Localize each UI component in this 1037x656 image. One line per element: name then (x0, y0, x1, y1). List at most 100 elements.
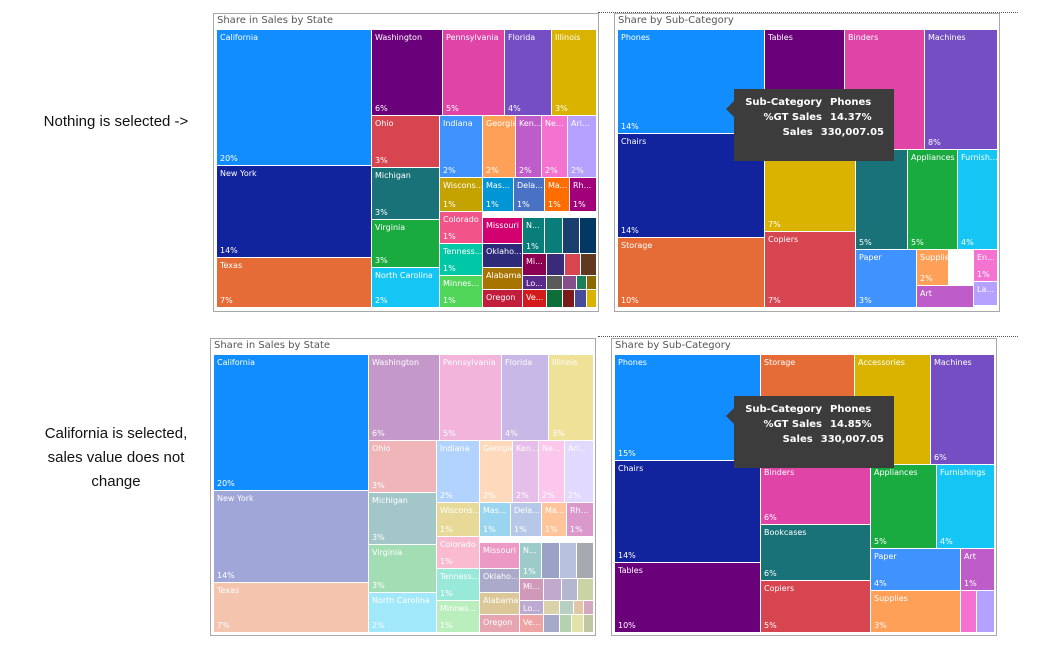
treemap-tile[interactable]: New York 14% (214, 491, 369, 583)
subcategory-treemap-panel-selected[interactable]: Share by Sub-Category Phones 15% Chairs 14%… (611, 338, 997, 636)
treemap-tile-small[interactable] (577, 543, 594, 579)
treemap-tile[interactable]: Ohio 3% (372, 116, 440, 168)
treemap-tile-small[interactable] (580, 218, 597, 254)
treemap-tile[interactable]: Tables 10% (615, 563, 761, 633)
treemap-tile[interactable]: La... (974, 282, 998, 306)
treemap-tile[interactable]: Appliances 5% (908, 150, 958, 250)
treemap-tile[interactable]: Chairs 14% (615, 461, 761, 563)
treemap-tile-small[interactable] (578, 579, 594, 601)
treemap-tile[interactable]: Oklaho... (483, 244, 523, 268)
treemap-tile[interactable]: En... 1% (974, 250, 998, 282)
treemap-tile-small[interactable] (544, 601, 560, 615)
treemap-tile[interactable]: Copiers 7% (765, 232, 856, 308)
treemap-tile-small[interactable] (544, 579, 562, 601)
treemap-tile[interactable]: California 20% (217, 30, 372, 166)
treemap-tile[interactable]: Alabama (483, 268, 523, 290)
treemap-tile[interactable]: Furnish... 4% (958, 150, 998, 250)
treemap-tile[interactable]: Appliances 5% (871, 465, 937, 549)
treemap-tile[interactable]: Binders 6% (761, 465, 871, 525)
treemap-tile[interactable]: Florida 4% (502, 355, 549, 441)
treemap-tile[interactable]: Colorado 1% (437, 537, 480, 569)
treemap-tile[interactable]: North Carolina 2% (369, 593, 437, 633)
treemap-tile[interactable]: Virginia 3% (369, 545, 437, 593)
treemap-tile[interactable]: Washington 6% (372, 30, 443, 116)
treemap-tile[interactable]: Georgia 2% (480, 441, 513, 503)
treemap-tile[interactable]: Colorado 1% (440, 212, 483, 244)
treemap-tile-small[interactable] (575, 290, 587, 308)
treemap-tile[interactable]: Lo... (523, 276, 547, 290)
treemap-tile[interactable]: Oregon (480, 615, 520, 633)
treemap-tile-small[interactable] (560, 615, 572, 633)
treemap-tile[interactable]: California 20% (214, 355, 369, 491)
treemap-tile[interactable]: Rh... 1% (570, 178, 597, 212)
treemap-tile[interactable]: Minnes... 1% (437, 601, 480, 633)
subcategory-treemap-panel[interactable]: Share by Sub-Category Phones 14% Chairs 14%… (614, 13, 1000, 312)
treemap-tile-small[interactable] (547, 290, 563, 308)
treemap-tile[interactable]: Storage 10% (618, 238, 765, 308)
treemap-tile[interactable]: Georgia 2% (483, 116, 516, 178)
treemap-tile[interactable]: Pennsylvania 5% (440, 355, 502, 441)
treemap-tile[interactable]: Mi... (520, 579, 544, 601)
treemap-tile-small[interactable] (572, 615, 584, 633)
treemap-tile[interactable]: Supplies 2% (917, 250, 949, 286)
treemap-tile[interactable]: Ken... 2% (513, 441, 539, 503)
treemap-tile[interactable]: Ohio 3% (369, 441, 437, 493)
treemap-tile[interactable]: Dela... 1% (511, 503, 542, 537)
treemap-tile[interactable]: Ma... 1% (542, 503, 567, 537)
treemap-tile-small[interactable] (577, 276, 587, 290)
treemap-tile[interactable]: Indiana 2% (437, 441, 480, 503)
treemap-tile[interactable]: Illinois 3% (552, 30, 597, 116)
treemap-tile[interactable]: Tenness... 1% (440, 244, 483, 276)
treemap-tile[interactable]: Michigan 3% (369, 493, 437, 545)
treemap-tile[interactable]: Paper 3% (856, 250, 917, 308)
treemap-tile[interactable]: Machines 8% (925, 30, 998, 150)
treemap-tile-small[interactable] (560, 543, 577, 579)
treemap-tile[interactable]: Art (917, 286, 974, 308)
treemap-tile[interactable]: New York 14% (217, 166, 372, 258)
treemap-tile[interactable]: Rh... 1% (567, 503, 594, 537)
treemap-tile[interactable]: N... 1% (523, 218, 545, 254)
treemap-tile[interactable]: Ve... (523, 290, 547, 308)
treemap-tile[interactable]: Michigan 3% (372, 168, 440, 220)
treemap-tile-small[interactable] (547, 254, 565, 276)
treemap-tile[interactable]: Pennsylvania 5% (443, 30, 505, 116)
treemap-tile-small[interactable] (587, 276, 597, 290)
treemap-tile[interactable]: Illinois 3% (549, 355, 594, 441)
treemap-tile[interactable]: Furnishings 4% (937, 465, 995, 549)
treemap-tile[interactable] (977, 591, 995, 633)
treemap-tile-small[interactable] (545, 218, 563, 254)
treemap-tile-small[interactable] (563, 276, 577, 290)
treemap-tile[interactable]: Dela... 1% (514, 178, 545, 212)
treemap-tile[interactable]: Paper 4% (871, 549, 961, 591)
treemap-tile[interactable]: Ve... (520, 615, 544, 633)
state-treemap-panel[interactable]: Share in Sales by State California 20% New… (213, 13, 599, 312)
treemap-tile-small[interactable] (581, 254, 597, 276)
treemap-tile[interactable]: Mas... 1% (480, 503, 511, 537)
treemap-tile[interactable]: North Carolina 2% (372, 268, 440, 308)
treemap-tile-small[interactable] (542, 543, 560, 579)
treemap-tile-small[interactable] (544, 615, 560, 633)
treemap-tile-small[interactable] (560, 601, 574, 615)
treemap-tile[interactable]: Oregon (483, 290, 523, 308)
state-treemap-panel-selected[interactable]: Share in Sales by State California 20% New… (210, 338, 596, 636)
treemap-tile[interactable]: Virginia 3% (372, 220, 440, 268)
treemap-tile[interactable]: Ma... 1% (545, 178, 570, 212)
treemap-tile-small[interactable] (562, 579, 578, 601)
treemap-tile[interactable]: Oklaho... (480, 569, 520, 593)
treemap-tile[interactable]: 5% (856, 150, 908, 250)
treemap-tile[interactable]: Ne... 2% (542, 116, 568, 178)
treemap-tile[interactable]: Missouri (483, 218, 523, 244)
treemap-tile-small[interactable] (563, 218, 580, 254)
treemap-tile[interactable]: Minnes... 1% (440, 276, 483, 308)
treemap-tile-small[interactable] (574, 601, 584, 615)
treemap-tile[interactable]: Florida 4% (505, 30, 552, 116)
treemap-tile[interactable]: Alabama (480, 593, 520, 615)
treemap-tile[interactable]: Ari... 2% (565, 441, 594, 503)
treemap-tile[interactable]: Texas 7% (214, 583, 369, 633)
treemap-tile[interactable]: Art 1% (961, 549, 995, 591)
treemap-tile[interactable]: Ken... 2% (516, 116, 542, 178)
treemap-tile[interactable]: N... 1% (520, 543, 542, 579)
treemap-tile-small[interactable] (587, 290, 597, 308)
treemap-tile[interactable]: Indiana 2% (440, 116, 483, 178)
treemap-tile-small[interactable] (584, 615, 594, 633)
